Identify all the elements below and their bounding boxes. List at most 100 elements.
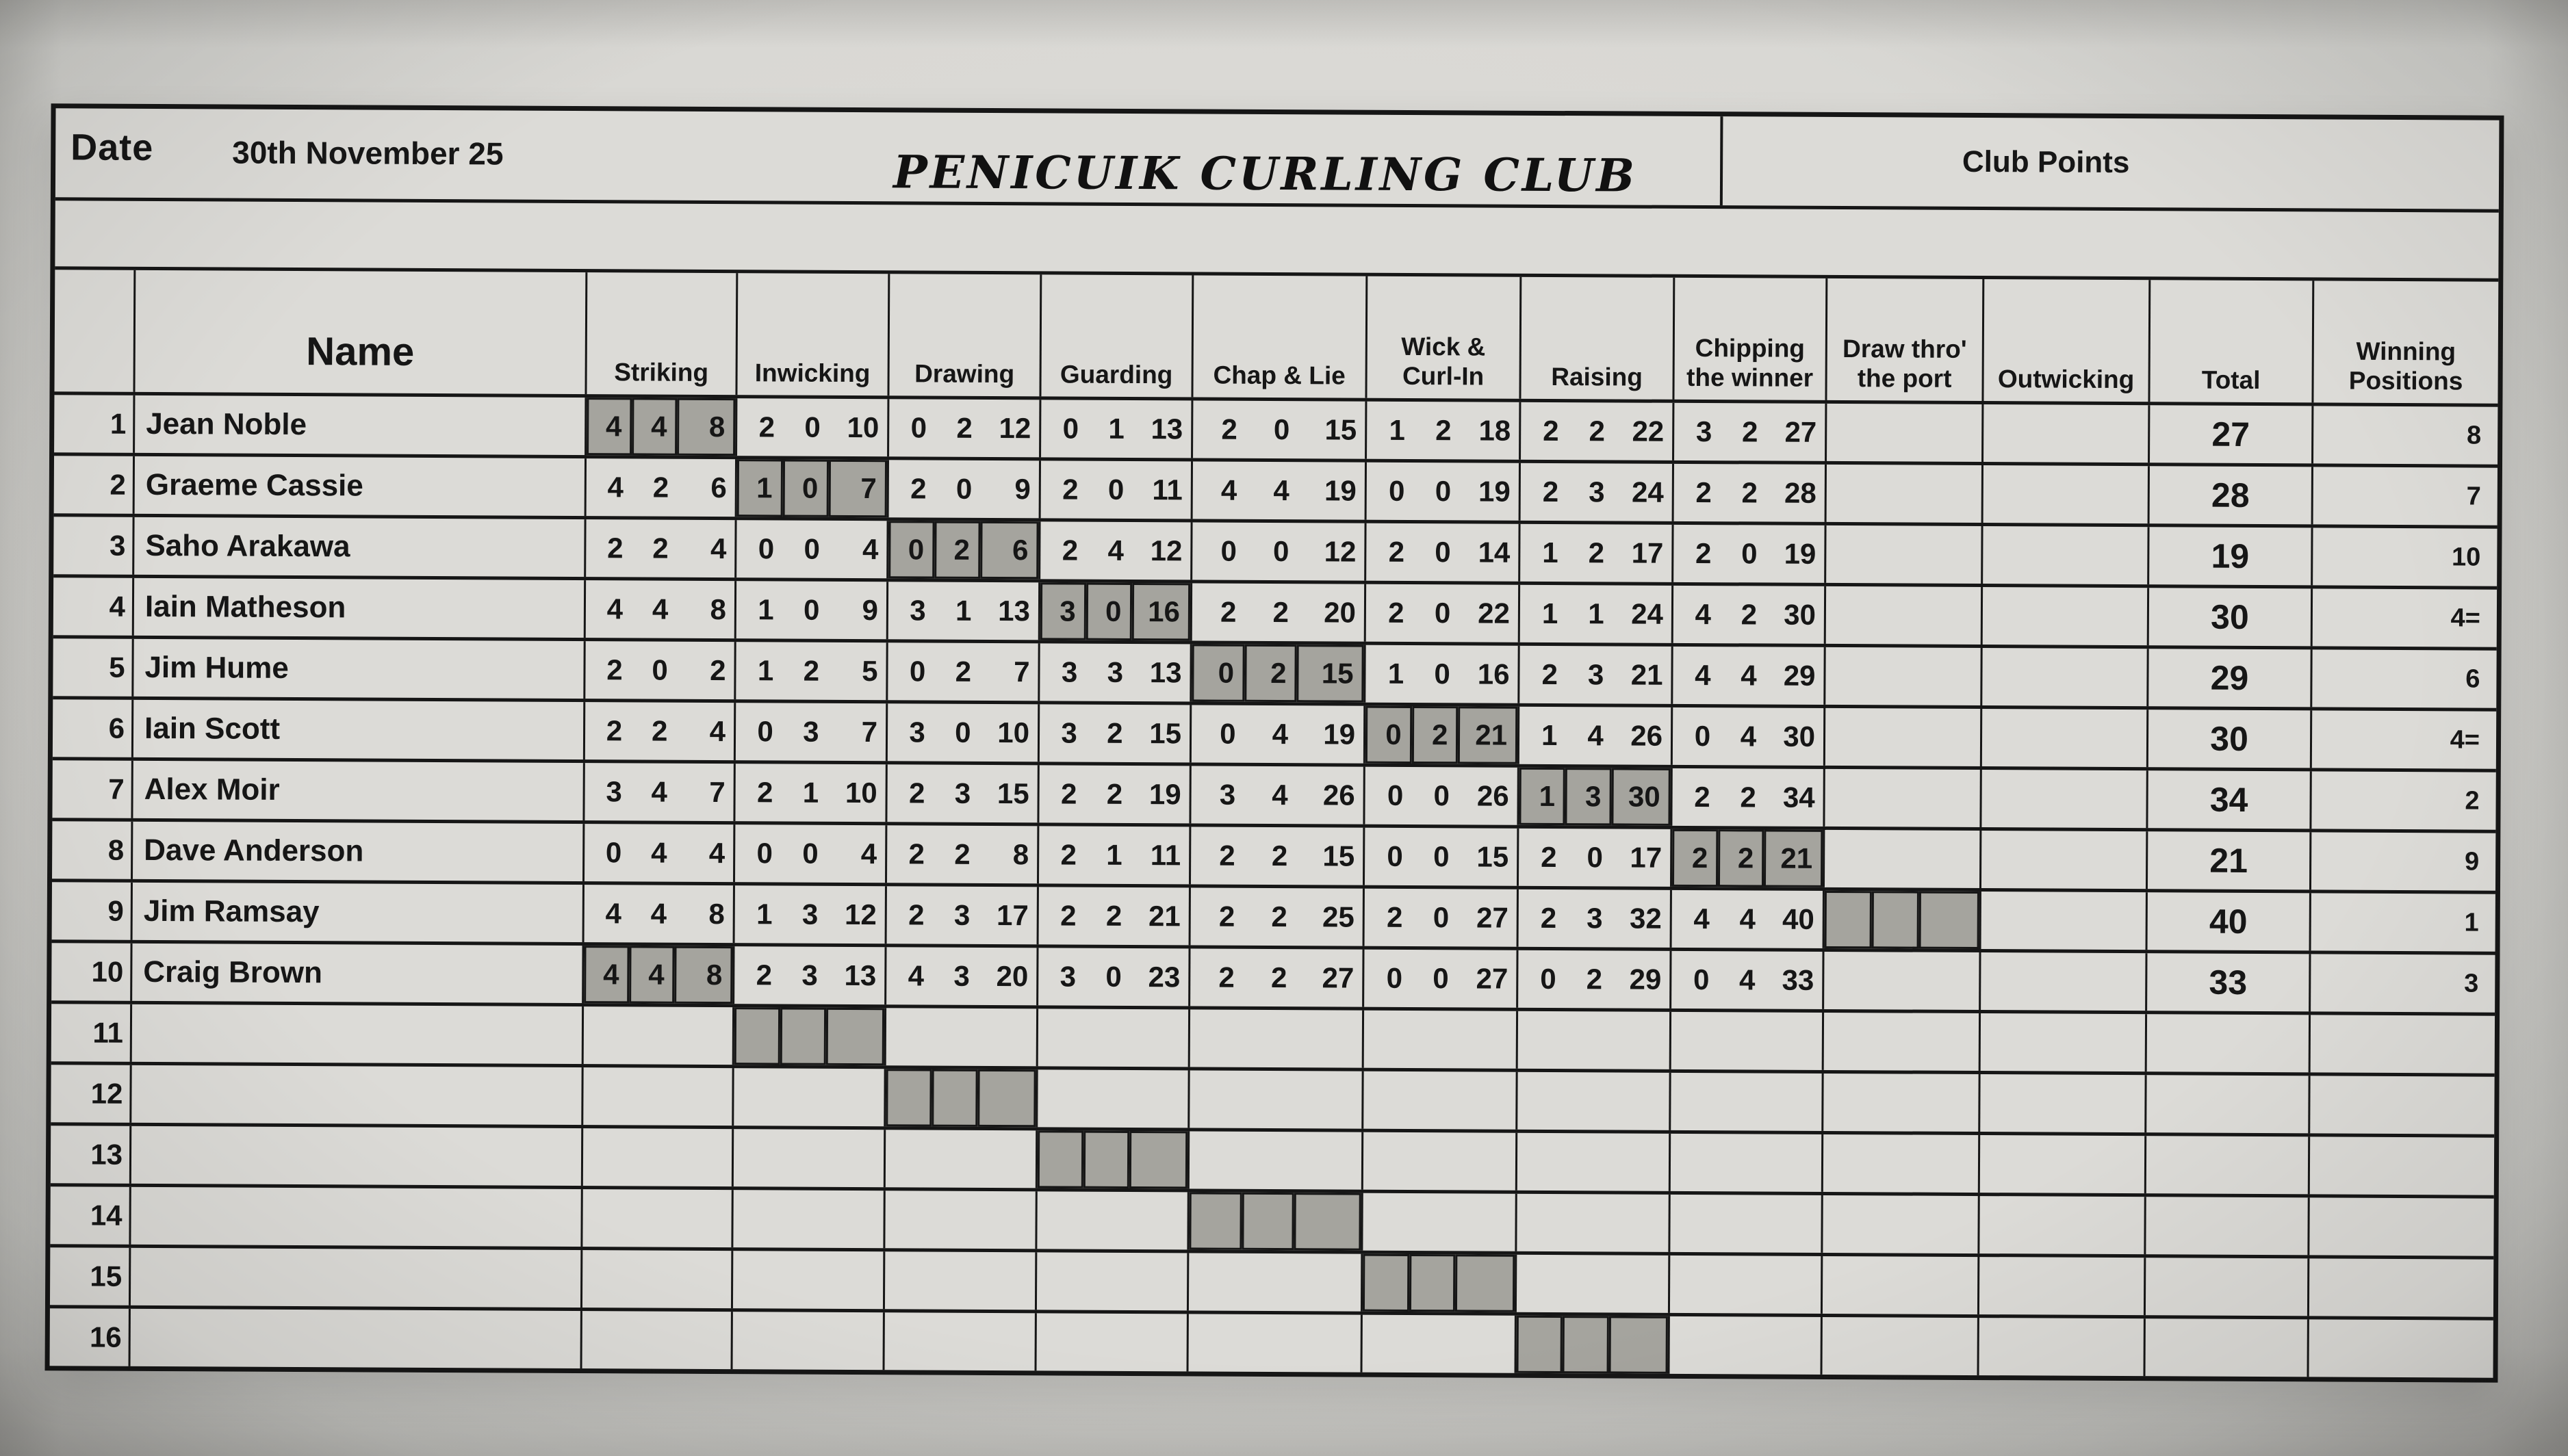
score-value: 15	[1324, 413, 1357, 446]
score-box	[885, 1251, 931, 1309]
score-box	[1921, 587, 1981, 645]
score-value: 12	[844, 898, 877, 931]
score-box: 2	[630, 702, 676, 759]
score-box: 4	[1245, 462, 1298, 519]
score-box	[734, 1068, 780, 1126]
score-box	[1129, 1009, 1188, 1067]
score-box	[1083, 1070, 1129, 1128]
score-box	[1038, 1009, 1084, 1066]
score-value: 0	[1062, 412, 1079, 445]
score-box	[2029, 1257, 2080, 1314]
score-box	[1517, 1133, 1564, 1191]
score-box	[2081, 892, 2146, 950]
total-value: 29	[2210, 658, 2249, 697]
score-value: 2	[1218, 900, 1235, 933]
highlighted-score-box: 2	[934, 521, 981, 579]
score-box	[2030, 1196, 2081, 1253]
score-box	[1917, 1257, 1978, 1314]
score-value: 19	[1784, 537, 1816, 570]
score-value: 0	[908, 533, 925, 566]
total-value: 40	[2209, 902, 2248, 941]
highlighted-score-box	[1455, 1254, 1515, 1312]
score-value: 4	[1272, 717, 1289, 751]
player-name	[129, 1186, 581, 1247]
skill-score-cell	[1187, 1131, 1362, 1190]
score-value: 0	[1107, 473, 1125, 506]
highlighted-score-box	[1037, 1130, 1083, 1188]
score-box: 1	[735, 885, 781, 943]
skill-score-cell: 2 3 17	[884, 886, 1037, 945]
score-value: 4	[708, 836, 726, 870]
score-box	[1826, 525, 1873, 583]
highlighted-score-box	[1562, 1316, 1609, 1374]
score-value: 2	[1062, 534, 1079, 567]
score-value: 0	[1220, 534, 1237, 567]
score-box: 3	[888, 582, 934, 639]
score-box: 4	[675, 824, 733, 882]
score-box: 4	[828, 521, 887, 578]
score-value: 0	[804, 532, 821, 565]
score-value: 17	[996, 899, 1029, 932]
row-number-value: 11	[92, 1016, 124, 1049]
score-value: 7	[1014, 655, 1030, 688]
score-box: 6	[677, 459, 735, 517]
skill-score-cell	[1981, 526, 2148, 585]
score-box	[2031, 952, 2081, 1010]
score-box	[1983, 465, 2034, 523]
score-box	[1872, 769, 1919, 827]
table-row: 10 Craig Brown 4 4 8 2 3 13 4 3 20 3 0 23 2 2 27 0 0 27 0 2 29…	[51, 939, 2495, 1013]
score-box	[1717, 1012, 1763, 1069]
score-value: 2	[1270, 656, 1287, 690]
score-box: 8	[676, 581, 734, 638]
score-value: 8	[706, 958, 723, 991]
score-value: 2	[1541, 840, 1557, 874]
winning-position-cell: 7	[2311, 467, 2498, 525]
score-box	[1409, 1132, 1456, 1190]
score-box: 29	[1610, 950, 1670, 1008]
score-box: 0	[782, 581, 828, 638]
score-box: 0	[889, 399, 935, 456]
skill-score-cell	[581, 1006, 733, 1065]
winning-position-cell: 6	[2310, 649, 2497, 708]
skill-score-cell	[1979, 952, 2146, 1011]
score-box: 4	[676, 520, 734, 577]
score-box: 28	[1766, 465, 1825, 522]
score-box	[886, 1008, 932, 1065]
score-value: 14	[1478, 536, 1511, 569]
table-row: 11	[51, 1000, 2495, 1074]
score-value: 2	[756, 959, 773, 991]
score-value: 3	[801, 959, 818, 991]
highlighted-score-box	[1294, 1193, 1361, 1251]
skill-score-cell	[730, 1312, 883, 1370]
score-value: 4	[1739, 902, 1756, 935]
skill-column-header-2-label: Drawing	[914, 359, 1015, 389]
skill-score-cell: 2 2 22	[1519, 402, 1673, 460]
score-box: 18	[1459, 402, 1519, 459]
score-box	[2031, 831, 2082, 888]
score-box	[2032, 648, 2083, 705]
score-value: 8	[710, 593, 727, 626]
score-value: 3	[910, 594, 926, 627]
row-number: 5	[53, 638, 131, 697]
score-box: 2	[1244, 584, 1297, 641]
total-cell	[2144, 1075, 2309, 1134]
score-box	[1872, 830, 1919, 887]
score-value: 4	[1587, 719, 1604, 752]
score-value: 1	[756, 471, 773, 504]
score-box	[1242, 1132, 1294, 1189]
score-box	[885, 1312, 931, 1370]
score-box: 0	[1411, 767, 1458, 824]
score-box: 2	[585, 641, 631, 699]
skill-score-cell	[1669, 1011, 1823, 1070]
score-box	[628, 1128, 674, 1186]
score-value: 27	[1476, 962, 1508, 995]
score-value: 33	[1782, 963, 1814, 996]
score-box: 3	[1674, 403, 1720, 460]
score-box: 0	[1192, 522, 1245, 580]
score-value: 3	[1061, 655, 1078, 688]
score-box	[1190, 1009, 1243, 1067]
player-name: Craig Brown	[130, 943, 582, 1004]
score-value: 2	[955, 655, 972, 688]
skill-score-cell: 0 2 21	[1363, 705, 1518, 764]
